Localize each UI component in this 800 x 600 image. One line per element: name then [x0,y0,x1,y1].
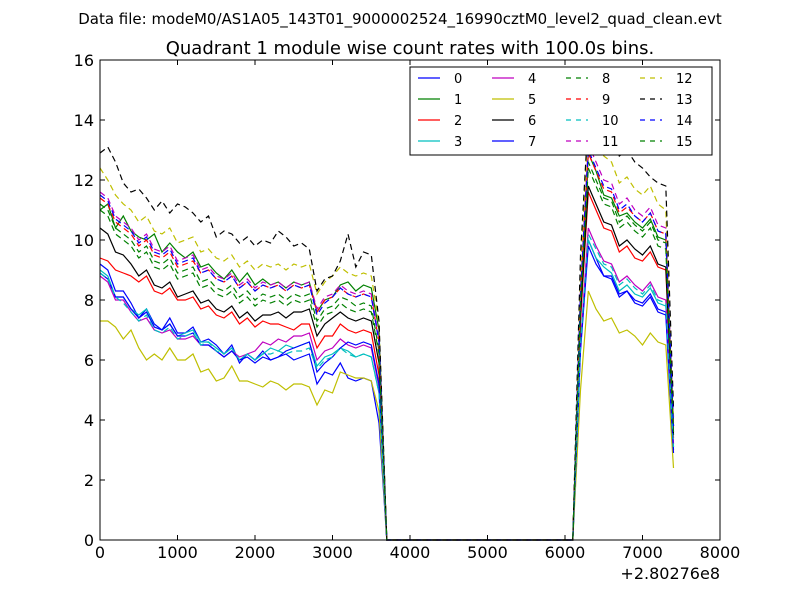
ticks-layer: 0 1000 2000 3000 4000 5000 6000 7000 80000246810… [74,51,741,562]
legend-label-12: 12 [676,72,693,87]
y-tick-label: 12 [74,171,94,190]
y-tick-label: 16 [74,51,94,70]
y-tick-label: 0 [84,531,94,550]
series-line-15 [99,167,675,541]
x-tick-label: 2000 [235,543,276,562]
x-tick-label: 4000 [390,543,431,562]
legend-label-2: 2 [454,114,462,129]
legend-label-7: 7 [528,135,536,150]
x-tick-label: 6000 [545,543,586,562]
series-line-2 [99,191,675,541]
x-tick-label: 5000 [467,543,508,562]
legend-label-6: 6 [528,114,536,129]
x-tick-label: 0 [95,543,105,562]
legend-label-10: 10 [602,114,619,129]
series-line-11 [99,143,675,541]
legend-label-15: 15 [676,135,693,150]
series-line-5 [100,290,675,541]
legend-label-0: 0 [454,72,462,87]
legend-label-14: 14 [676,114,693,129]
legend-label-11: 11 [602,135,619,150]
legend-label-9: 9 [602,93,610,108]
legend-label-1: 1 [454,93,462,108]
x-tick-label: 1000 [157,543,198,562]
chart-suptitle: Data file: modeM0/AS1A05_143T01_90000025… [78,10,722,29]
y-tick-label: 2 [84,471,94,490]
series-line-0 [99,239,675,541]
legend-label-3: 3 [454,135,462,150]
series-line-4 [99,227,675,541]
series-line-10 [99,231,675,541]
legend-box [409,66,713,156]
x-tick-label: 8000 [700,543,741,562]
y-tick-label: 10 [74,231,94,250]
y-tick-label: 4 [84,411,94,430]
x-offset-label: +2.80276e8 [620,564,720,583]
legend-label-5: 5 [528,93,536,108]
y-tick-label: 8 [84,291,94,310]
legend-label-13: 13 [676,93,693,108]
y-tick-label: 6 [84,351,94,370]
x-tick-label: 7000 [622,543,663,562]
series-line-8 [99,161,675,541]
series-layer [99,116,675,541]
series-line-14 [99,149,675,541]
series-line-6 [99,185,675,541]
series-line-7 [99,245,675,541]
legend-label-8: 8 [602,72,610,87]
legend-label-4: 4 [528,72,536,87]
x-tick-label: 3000 [312,543,353,562]
y-tick-label: 14 [74,111,94,130]
chart-title: Quadrant 1 module wise count rates with … [166,38,655,59]
